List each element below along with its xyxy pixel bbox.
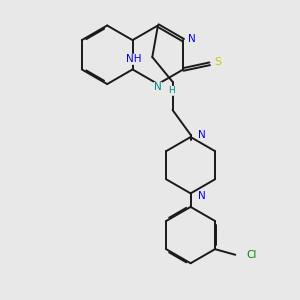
Text: S: S: [214, 56, 221, 67]
Text: N: N: [199, 130, 206, 140]
Text: N: N: [188, 34, 196, 44]
Text: NH: NH: [125, 54, 141, 64]
Text: H: H: [168, 86, 175, 95]
Text: N: N: [154, 82, 162, 92]
Text: N: N: [199, 190, 206, 201]
Text: Cl: Cl: [247, 250, 257, 260]
